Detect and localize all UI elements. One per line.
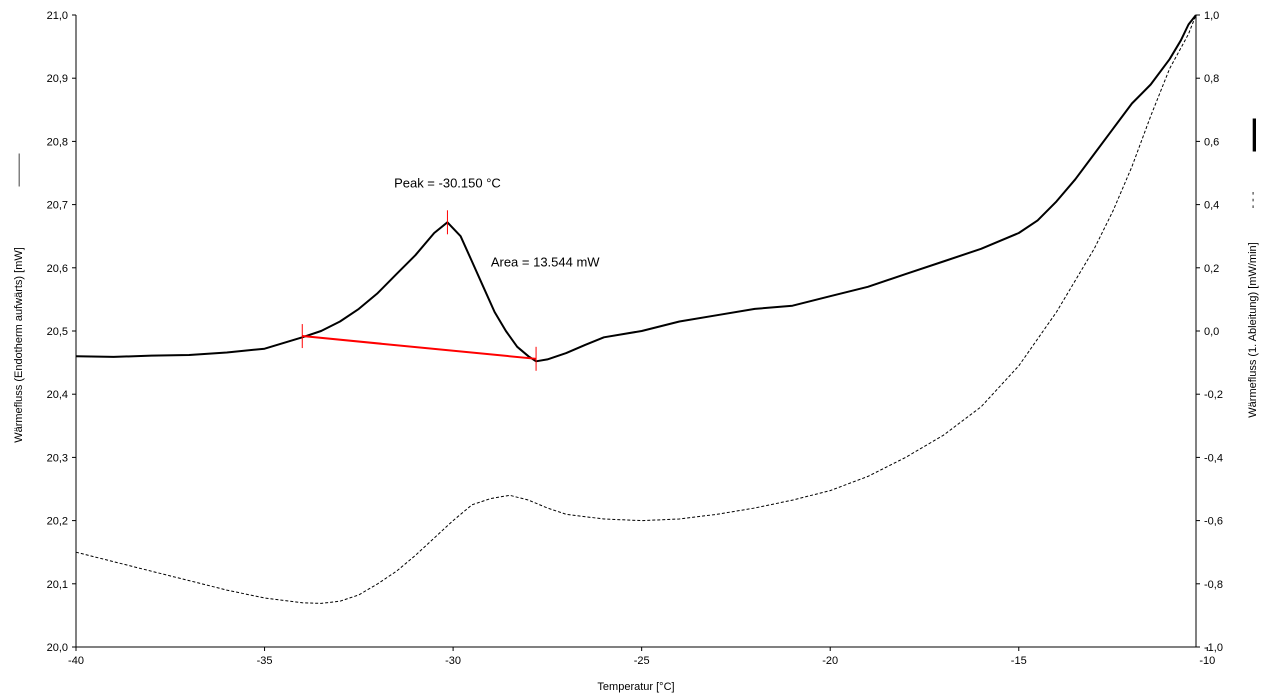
annotation-peak: Peak = -30.150 °C — [394, 175, 501, 190]
y-right-tick-label: 0,2 — [1204, 263, 1219, 275]
annotation-area: Area = 13.544 mW — [491, 254, 600, 269]
heatflow-series-line — [75, 14, 1197, 363]
y-left-tick-label: 20,3 — [47, 452, 68, 464]
y-right-legend-solid: ▬▬▬ — [1247, 119, 1259, 152]
x-tick-label: -20 — [822, 655, 838, 667]
y-right-tick-label: 1,0 — [1204, 10, 1219, 22]
derivative-series-line — [75, 14, 1197, 604]
y-left-tick-label: 20,0 — [47, 642, 68, 654]
chart-series — [75, 14, 1197, 604]
x-tick-label: -30 — [445, 655, 461, 667]
y-left-tick-label: 20,2 — [47, 516, 68, 528]
y-right-tick-label: 0,0 — [1204, 326, 1219, 338]
y-left-tick-label: 20,9 — [47, 73, 68, 85]
x-axis-title: Temperatur [°C] — [597, 681, 674, 693]
y-left-tick-label: 20,5 — [47, 326, 68, 338]
x-tick-label: -15 — [1011, 655, 1027, 667]
y-left-tick-label: 20,4 — [47, 389, 68, 401]
y-left-tick-label: 20,6 — [47, 263, 68, 275]
y-right-tick-label: -0,8 — [1204, 579, 1223, 591]
y-right-tick-label: 0,6 — [1204, 136, 1219, 148]
x-tick-label: -25 — [634, 655, 650, 667]
y-right-tick-label: 0,4 — [1204, 200, 1219, 212]
y-right-tick-label: -1,0 — [1204, 642, 1223, 654]
y-right-tick-label: 0,8 — [1204, 73, 1219, 85]
y-right-tick-label: -0,2 — [1204, 389, 1223, 401]
chart-ticks: -40 -35 -30 -25 -20 -15 -10 20,0 20,1 20,2 20,3 20,… — [47, 10, 1223, 667]
chart-overlays — [301, 210, 537, 371]
y-left-tick-label: 21,0 — [47, 10, 68, 22]
x-tick-label: -10 — [1199, 655, 1215, 667]
y-left-axis-title: Wärmefluss (Endotherm aufwärts) [mW] — [13, 247, 25, 443]
y-left-tick-label: 20,1 — [47, 579, 68, 591]
x-tick-label: -35 — [257, 655, 273, 667]
y-right-legend-dashed: - - - — [1247, 191, 1259, 208]
y-right-tick-label: -0,6 — [1204, 516, 1223, 528]
y-left-tick-label: 20,8 — [47, 136, 68, 148]
y-right-tick-label: -0,4 — [1204, 452, 1223, 464]
integration-baseline — [302, 335, 537, 360]
y-right-axis-title: Wärmefluss (1. Ableitung) [mW/min] — [1247, 242, 1259, 417]
y-left-tick-label: 20,7 — [47, 200, 68, 212]
x-tick-label: -40 — [68, 655, 84, 667]
y-left-legend-symbol: ——— — [13, 154, 25, 187]
